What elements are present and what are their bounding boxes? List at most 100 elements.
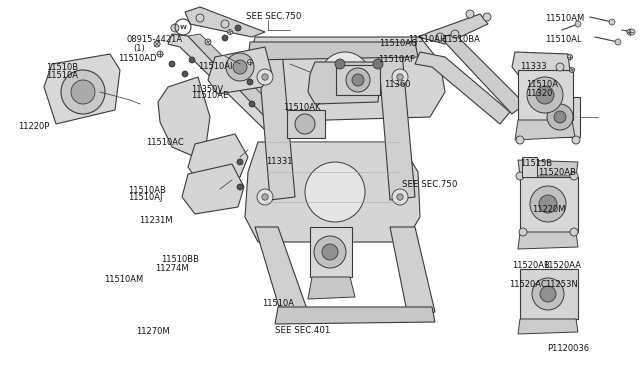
Bar [518,70,573,120]
Polygon shape [308,62,380,104]
Polygon shape [185,7,265,37]
Circle shape [436,33,444,41]
Circle shape [530,186,566,222]
Circle shape [519,228,527,236]
Circle shape [295,114,315,134]
Bar [287,110,325,138]
Circle shape [248,60,253,64]
Circle shape [516,172,524,180]
Text: 11510A: 11510A [46,71,78,80]
Polygon shape [188,134,248,184]
Circle shape [539,195,557,213]
Text: 11510AG: 11510AG [379,39,417,48]
Circle shape [397,194,403,200]
Circle shape [554,111,566,123]
Polygon shape [418,14,488,44]
Text: 11520AB: 11520AB [538,169,575,177]
Circle shape [615,39,621,45]
Bar [520,269,578,319]
Circle shape [227,29,232,35]
Polygon shape [158,77,210,157]
Polygon shape [208,47,272,94]
Text: SEE SEC.750: SEE SEC.750 [402,180,458,189]
Polygon shape [182,164,244,214]
Text: 11510AH: 11510AH [408,35,447,44]
Circle shape [570,172,578,180]
Text: 11333: 11333 [520,62,547,71]
Text: 11510BA: 11510BA [442,35,479,44]
Circle shape [575,21,581,27]
Polygon shape [512,52,570,77]
Circle shape [249,101,255,107]
Text: 11510AL: 11510AL [545,35,582,44]
Text: 11510AB: 11510AB [128,186,166,195]
Text: 11220M: 11220M [532,205,566,214]
Circle shape [373,59,383,69]
Circle shape [570,67,575,73]
Polygon shape [390,227,435,317]
Text: 11350V: 11350V [191,85,223,94]
Circle shape [627,29,633,35]
Circle shape [237,159,243,165]
Circle shape [392,189,408,205]
Text: 11510AM: 11510AM [104,275,143,284]
Circle shape [226,53,254,81]
Polygon shape [248,37,445,122]
Polygon shape [308,277,355,299]
Text: 11253N: 11253N [545,280,578,289]
Text: 11510B: 11510B [46,63,78,72]
Text: 11231M: 11231M [140,216,173,225]
Circle shape [235,25,241,31]
Polygon shape [440,34,525,114]
Circle shape [397,74,403,80]
Text: 11510BB: 11510BB [161,255,199,264]
Text: 11510AJ: 11510AJ [128,193,163,202]
Circle shape [556,63,564,71]
Polygon shape [378,52,415,200]
Circle shape [205,39,211,45]
Bar [310,227,352,277]
Text: 11510AK: 11510AK [283,103,321,112]
Circle shape [532,278,564,310]
Polygon shape [168,34,268,130]
Circle shape [61,70,105,114]
Circle shape [516,136,524,144]
Circle shape [570,228,578,236]
Circle shape [320,52,370,102]
Text: W: W [180,25,186,29]
Text: 11270M: 11270M [136,327,170,336]
Bar [542,97,580,137]
Circle shape [322,244,338,260]
Polygon shape [518,232,578,249]
Circle shape [572,136,580,144]
Circle shape [221,20,229,28]
Circle shape [169,61,175,67]
Circle shape [314,236,346,268]
Text: SEE SEC.401: SEE SEC.401 [275,326,331,335]
Circle shape [352,74,364,86]
Polygon shape [188,34,282,120]
Circle shape [466,10,474,18]
Circle shape [262,194,268,200]
Text: 11510AC: 11510AC [146,138,184,147]
Circle shape [536,86,554,104]
Circle shape [233,60,247,74]
Text: 11510A: 11510A [526,80,558,89]
Polygon shape [275,307,435,324]
Text: 11510AF: 11510AF [378,55,415,64]
Text: 11360: 11360 [384,80,410,89]
Polygon shape [245,142,420,242]
Circle shape [629,29,635,35]
Circle shape [171,24,179,32]
Circle shape [222,35,228,41]
Circle shape [451,30,459,38]
Polygon shape [255,227,308,317]
Polygon shape [515,120,575,140]
Circle shape [609,19,615,25]
Polygon shape [518,319,578,334]
Text: SEE SEC.750: SEE SEC.750 [246,12,302,21]
Bar [522,157,537,177]
Circle shape [154,41,160,47]
Circle shape [547,104,573,130]
Circle shape [237,184,243,190]
